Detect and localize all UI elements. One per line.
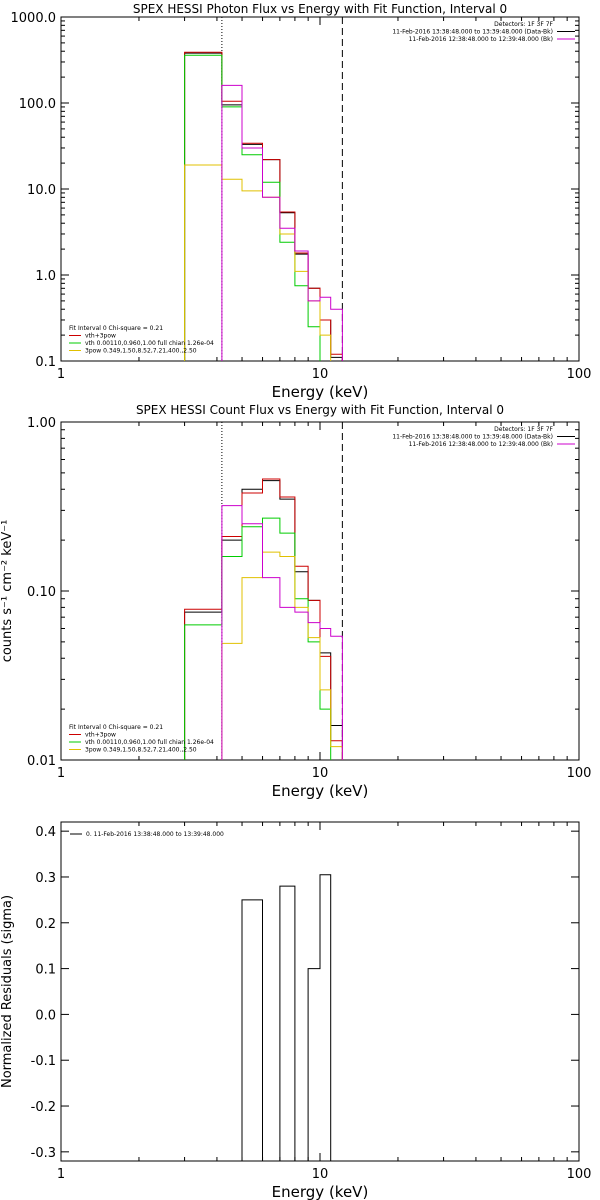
x-axis-label: Energy (keV) [272,782,369,800]
count-flux-panel: SPEX HESSI Count Flux vs Energy with Fit… [0,403,591,800]
legend-entry: 3pow 0.349,1.50,8.52,7.21,400.,2.50 [85,747,197,754]
legend-entry: 11-Feb-2016 12:38:48.000 to 12:39:48.000… [409,36,553,43]
x-tick-label: 100 [567,766,592,781]
x-tick-label: 100 [567,1167,592,1182]
series-histogram-4 [221,84,343,361]
x-axis-label: Energy (keV) [272,1183,369,1200]
y-tick-label: 1.00 [27,416,56,431]
y-tick-label: 0.0 [35,1008,56,1023]
series-histogram-0 [184,480,343,760]
y-axis-label: Normalized Residuals (sigma) [0,895,15,1088]
y-tick-label: -0.1 [31,1054,56,1069]
y-tick-label: 0.1 [35,963,56,978]
series-histogram-4 [221,505,343,760]
x-tick-label: 100 [567,367,592,382]
residuals-panel: 1 10 100 -0.3 -0.2 -0.1 0.0 0.1 0.2 0.3 0.4 Energy … [0,821,592,1200]
legend-entry: 11-Feb-2016 13:38:48.000 to 13:39:48.000… [392,29,553,36]
series-histogram-1 [184,478,343,760]
legend-entry: Fit Interval 0 Chi-square = 0.21 [69,724,163,731]
axes-frame [60,821,580,1162]
y-tick-label: 0.3 [35,871,56,886]
x-tick-label: 1 [57,1167,65,1182]
x-axis-label: Energy (keV) [272,383,369,401]
series-histogram-2 [184,54,321,361]
x-tick-label: 1 [57,766,65,781]
y-tick-label: 0.1 [35,355,56,370]
legend-entry: 11-Feb-2016 13:38:48.000 to 13:39:48.000… [392,434,553,441]
x-tick-label: 10 [312,766,329,781]
y-tick-label: 100.0 [19,97,56,112]
x-tick-label: 1 [57,367,65,382]
chart-title: SPEX HESSI Photon Flux vs Energy with Fi… [133,2,507,16]
y-tick-label: 0.01 [27,754,56,769]
legend-entry: vth+3pow [85,732,116,739]
y-tick-label: 0.2 [35,917,56,932]
legend-entry: 11-Feb-2016 12:38:48.000 to 12:39:48.000… [409,441,553,448]
y-tick-label: 1.0 [35,269,56,284]
x-tick-label: 10 [312,367,329,382]
legend-entry: Fit Interval 0 Chi-square = 0.21 [69,325,163,332]
photon-flux-panel: SPEX HESSI Photon Flux vs Energy with Fi… [11,2,592,401]
y-tick-label: -0.3 [31,1146,56,1161]
y-tick-label: 10.0 [27,183,56,198]
series-histogram-1 [184,51,343,361]
legend-entry: 0. 11-Feb-2016 13:38:48.000 to 13:39:48.… [86,831,224,838]
series-histogram-0 [241,874,332,1161]
series-histogram-3 [184,164,332,361]
y-tick-label: 0.10 [27,585,56,600]
legend-entry: vth 0.00110,0.960,1.00 full chian 1.26e-… [85,739,214,746]
series-histogram-3 [221,551,343,760]
chart-title: SPEX HESSI Count Flux vs Energy with Fit… [136,403,504,417]
legend-entry: vth 0.00110,0.960,1.00 full chian 1.26e-… [85,340,214,347]
legend-entry: 3pow 0.349,1.50,8.52,7.21,400.,2.50 [85,348,197,355]
y-tick-label: 1000.0 [11,11,57,26]
x-tick-label: 10 [312,1167,329,1182]
series-histogram-0 [184,52,343,361]
y-tick-label: -0.2 [31,1100,56,1115]
legend-entry: Detectors: 1F 3F 7F [494,426,553,433]
series-histogram-2 [184,517,332,760]
legend-entry: Detectors: 1F 3F 7F [494,21,553,28]
y-axis-label: counts s⁻¹ cm⁻² keV⁻¹ [0,520,15,663]
y-tick-label: 0.4 [35,825,56,840]
legend-entry: vth+3pow [85,333,116,340]
